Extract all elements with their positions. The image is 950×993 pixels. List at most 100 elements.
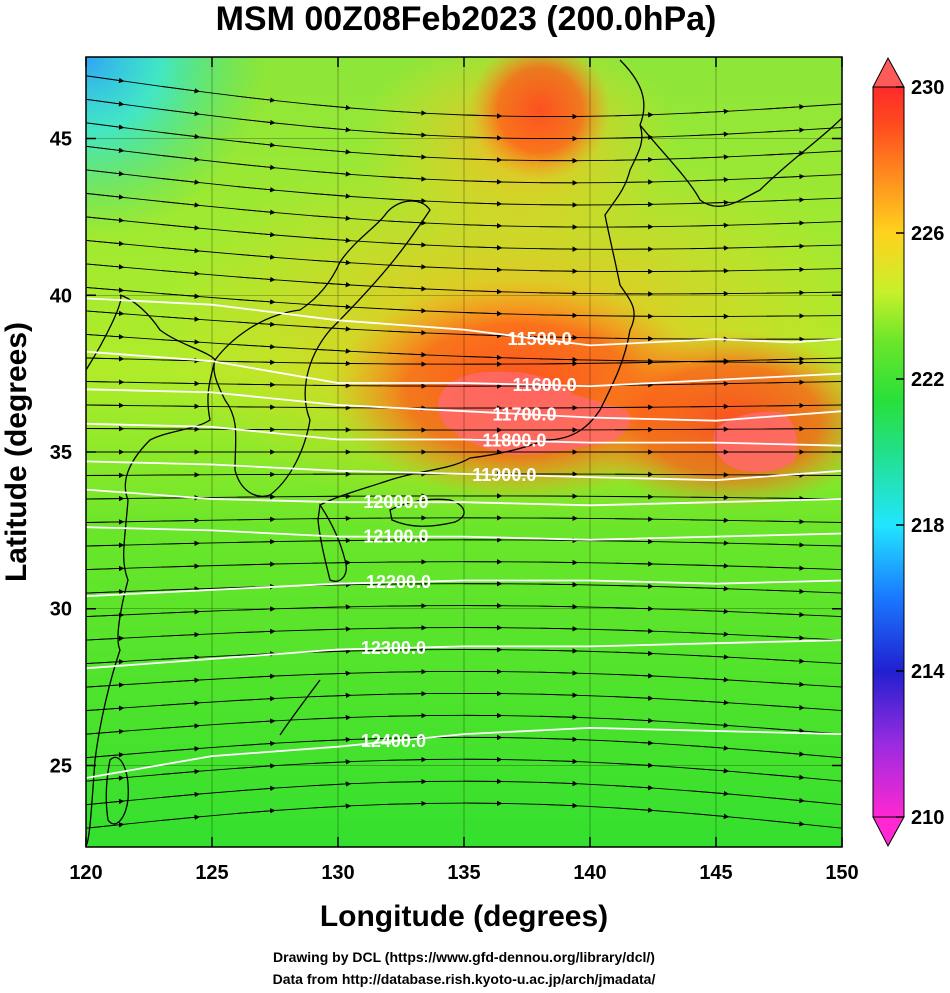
height-contours: 11500.0 11600.0 11700.0 11800.0 11900.0 12000… xyxy=(86,297,842,779)
wind-arrow xyxy=(388,132,427,138)
contour-label: 12000.0 xyxy=(363,492,428,512)
wind-arrow xyxy=(615,673,654,679)
x-tick-label: 145 xyxy=(699,862,732,884)
wind-arrow xyxy=(161,293,200,299)
contour-label: 11500.0 xyxy=(508,329,572,349)
colorbar-ramp xyxy=(872,86,905,818)
wind-arrow xyxy=(615,112,654,118)
wind-arrow xyxy=(312,170,352,177)
contour-label: 11700.0 xyxy=(492,404,556,424)
contour-label: 11800.0 xyxy=(482,431,546,451)
wind-arrow xyxy=(86,75,125,84)
wind-arrow xyxy=(615,561,654,567)
wind-arrow xyxy=(388,308,427,314)
wind-arrow xyxy=(86,728,125,735)
wind-arrow xyxy=(312,193,352,199)
wind-arrow xyxy=(539,780,578,787)
wind-arrow xyxy=(161,108,200,117)
wind-arrow xyxy=(86,519,125,525)
wind-arrow xyxy=(539,758,578,765)
colorbar-tick-label: 214 xyxy=(911,661,945,683)
wind-arrow xyxy=(615,156,654,163)
wind-arrow xyxy=(161,517,200,524)
wind-arrow xyxy=(388,669,427,675)
wind-arrow xyxy=(615,740,654,746)
wind-arrow xyxy=(86,310,125,317)
wind-arrow xyxy=(312,803,352,809)
wind-arrow xyxy=(539,581,578,588)
wind-arrow xyxy=(615,179,654,185)
wind-arrow xyxy=(86,239,125,247)
wind-arrow xyxy=(161,768,200,775)
x-tick-label: 150 xyxy=(825,862,858,884)
wind-arrow xyxy=(237,539,276,545)
wind-arrow xyxy=(237,186,276,193)
wind-arrow xyxy=(86,542,125,548)
wind-arrow xyxy=(312,104,352,111)
wind-arrow xyxy=(690,154,730,160)
wind-arrow xyxy=(312,259,352,266)
contour-label: 12100.0 xyxy=(363,527,428,547)
colorbar-tick-label: 230 xyxy=(911,77,944,99)
wind-arrow xyxy=(388,110,427,116)
wind-arrow xyxy=(237,344,276,350)
wind-arrow xyxy=(86,822,125,829)
wind-arrow xyxy=(237,321,276,328)
colorbar-tick-label: 210 xyxy=(911,807,944,829)
wind-arrow xyxy=(766,290,805,296)
wind-arrow xyxy=(766,681,805,688)
contour-line xyxy=(86,388,842,422)
wind-arrow xyxy=(161,586,200,592)
wind-arrow xyxy=(312,148,352,155)
contour-line xyxy=(86,579,842,598)
wind-arrow xyxy=(463,245,503,251)
wind-arrow xyxy=(312,348,352,354)
contour-label: 11600.0 xyxy=(513,375,577,395)
wind-arrow xyxy=(312,304,352,310)
wind-arrow xyxy=(766,220,805,226)
wind-arrow xyxy=(615,605,654,612)
colorbar-tick-label: 222 xyxy=(911,369,944,391)
contour-label: 11900.0 xyxy=(472,465,536,485)
wind-arrow xyxy=(312,781,352,787)
wind-arrow xyxy=(690,608,730,615)
wind-arrow xyxy=(690,631,730,637)
wind-arrow xyxy=(766,658,805,664)
wind-arrow xyxy=(161,178,200,185)
wind-arrow xyxy=(766,542,805,548)
wind-arrow xyxy=(766,819,805,827)
wind-arrow xyxy=(463,179,503,185)
wind-arrow xyxy=(615,583,654,589)
wind-arrow xyxy=(237,208,276,215)
wind-arrow xyxy=(766,611,805,618)
wind-arrow xyxy=(388,220,427,226)
x-tick-label: 130 xyxy=(321,862,354,884)
x-tick-label: 125 xyxy=(195,862,228,884)
wind-arrow xyxy=(388,351,427,358)
wind-arrow xyxy=(690,585,730,592)
wind-arrow xyxy=(690,131,730,137)
wind-arrow xyxy=(766,588,805,595)
contour-label: 12300.0 xyxy=(361,638,426,658)
wind-arrow xyxy=(237,231,276,238)
wind-arrow xyxy=(690,722,730,728)
wind-arrow xyxy=(539,604,578,610)
wind-arrow xyxy=(690,654,730,660)
wind-arrow xyxy=(237,808,276,814)
wind-arrow xyxy=(539,648,578,654)
wind-arrow xyxy=(161,339,200,345)
wind-arrow xyxy=(161,131,200,140)
wind-arrow xyxy=(237,253,276,260)
y-tick-label: 25 xyxy=(50,755,72,777)
wind-arrow xyxy=(766,104,805,110)
wind-arrow xyxy=(690,517,730,524)
wind-arrow xyxy=(539,626,578,632)
wind-arrow xyxy=(766,796,805,804)
wind-arrow xyxy=(86,682,125,688)
wind-arrow xyxy=(463,223,503,229)
colorbar: 210 214 218 222 226 230 xyxy=(872,56,945,848)
wind-arrow xyxy=(463,310,503,317)
wind-arrow xyxy=(237,118,276,126)
wind-arrow xyxy=(766,635,805,641)
